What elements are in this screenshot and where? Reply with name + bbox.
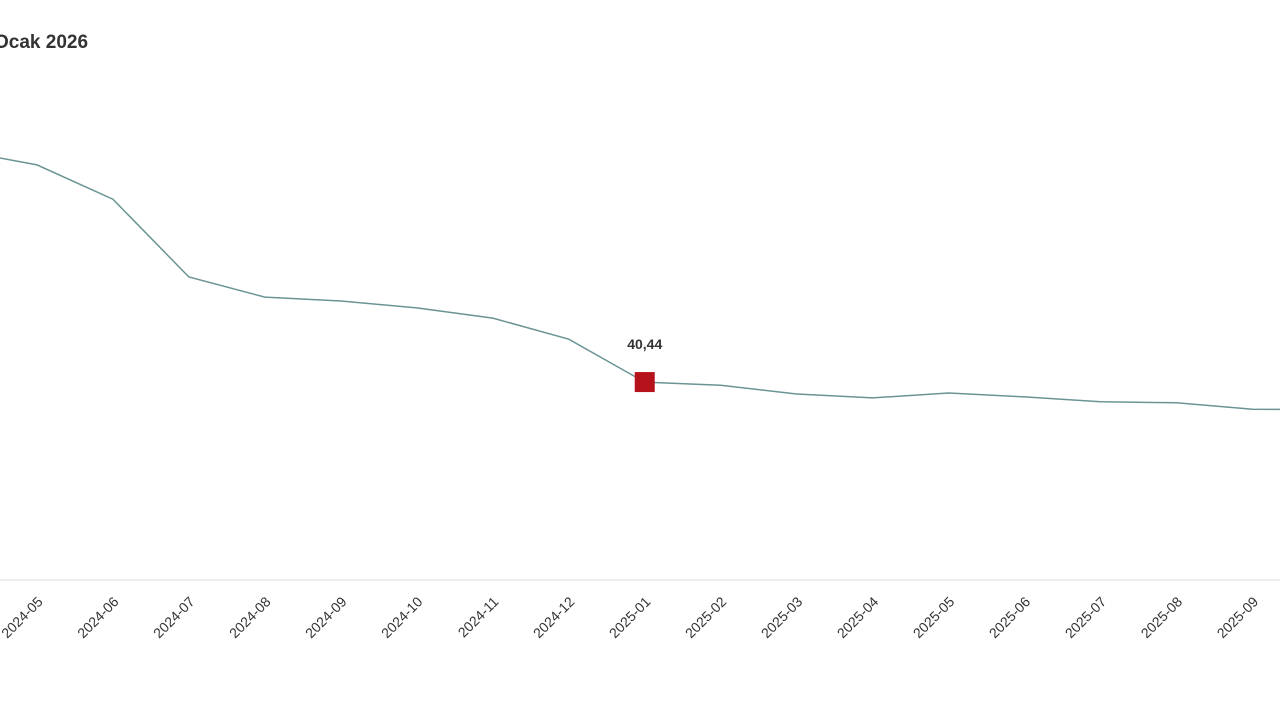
x-tick-label: 2024-05 bbox=[0, 593, 46, 641]
x-tick-label: 2024-11 bbox=[455, 593, 502, 640]
x-tick-label: 2024-12 bbox=[530, 593, 578, 641]
x-tick-label: 2024-08 bbox=[226, 593, 274, 641]
x-tick-label: 2024-07 bbox=[150, 593, 198, 641]
data-line bbox=[0, 157, 1280, 411]
x-tick-label: 2025-03 bbox=[758, 593, 806, 641]
data-label: 40,44 bbox=[627, 336, 662, 352]
x-tick-label: 2025-06 bbox=[986, 593, 1034, 641]
x-tick-label: 2025-08 bbox=[1138, 593, 1186, 641]
x-tick-label: 2025-04 bbox=[834, 593, 882, 641]
x-tick-label: 2024-10 bbox=[378, 593, 426, 641]
x-tick-label: 2025-05 bbox=[910, 593, 958, 641]
x-tick-label: 2025-09 bbox=[1214, 593, 1262, 641]
chart-title: Ocak 2026 bbox=[0, 32, 88, 53]
x-tick-label: 2024-09 bbox=[302, 593, 350, 641]
x-tick-label: 2024-06 bbox=[74, 593, 122, 641]
x-tick-label: 2025-01 bbox=[606, 593, 654, 641]
x-tick-label: 2025-02 bbox=[682, 593, 730, 641]
highlight-marker bbox=[634, 372, 655, 393]
x-tick-label: 2025-07 bbox=[1062, 593, 1110, 641]
